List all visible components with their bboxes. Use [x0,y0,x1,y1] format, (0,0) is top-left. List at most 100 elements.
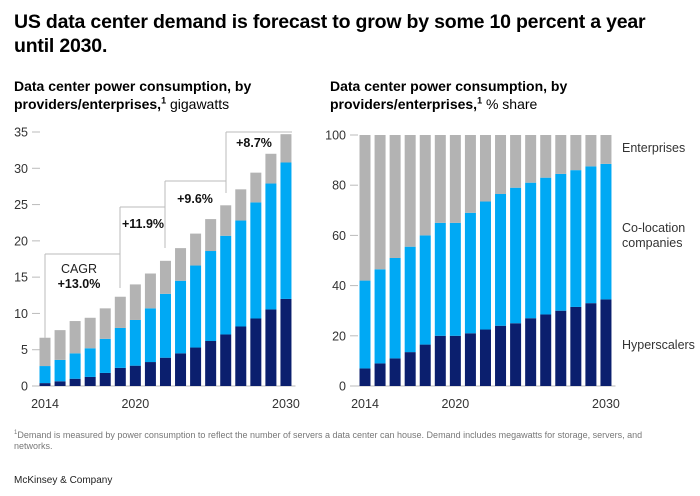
bar-co_location-2019 [434,222,446,336]
bar-hyperscalers-2016 [389,358,401,386]
bar-hyperscalers-2020 [449,335,461,386]
bar-enterprises-2027 [235,189,247,221]
bar-co_location-2027 [235,220,247,327]
bar-hyperscalers-2024 [510,323,522,386]
x-tick-label: 2014 [351,397,379,411]
bar-enterprises-2025 [525,135,537,183]
bar-hyperscalers-2028 [250,318,262,386]
legend-label-co-location-line2: companies [622,236,682,250]
y-tick-label: 5 [21,343,28,357]
bar-hyperscalers-2019 [114,367,126,386]
bar-enterprises-2026 [220,205,232,236]
y-tick-label: 40 [332,279,346,293]
y-tick-label: 100 [325,129,346,143]
bar-enterprises-2028 [570,135,582,171]
brand-logo-text: McKinsey & Company [14,475,113,486]
bar-co_location-2024 [190,265,202,348]
bar-hyperscalers-2024 [190,347,202,386]
bar-hyperscalers-2028 [570,306,582,386]
right-chart-unit: % share [485,96,538,112]
bar-hyperscalers-2022 [479,329,491,386]
bar-enterprises-2018 [419,135,431,236]
x-tick-label: 2030 [592,397,620,411]
bar-enterprises-2019 [114,296,126,328]
bar-co_location-2015 [374,269,386,364]
bar-co_location-2017 [404,246,416,353]
bar-co_location-2014 [359,280,371,369]
bar-enterprises-2022 [159,260,171,294]
bar-co_location-2030 [280,162,292,299]
bar-co_location-2022 [159,293,171,358]
footnote-marker: 1 [161,95,167,106]
cagr-value-2027-2030: +8.7% [236,136,272,150]
bar-co_location-2029 [265,183,277,310]
footnote-marker: 1 [14,430,18,436]
bar-co_location-2023 [175,280,187,354]
bar-co_location-2025 [525,182,537,319]
bar-hyperscalers-2029 [585,303,597,386]
bar-hyperscalers-2029 [265,309,277,386]
bar-enterprises-2014 [359,135,371,281]
bar-hyperscalers-2027 [235,326,247,386]
bar-co_location-2021 [144,308,156,363]
bar-co_location-2019 [114,327,126,368]
bar-enterprises-2026 [540,135,552,178]
bar-enterprises-2020 [129,284,141,320]
bar-hyperscalers-2016 [69,378,81,386]
x-tick-label: 2020 [121,397,149,411]
bar-enterprises-2023 [175,248,187,281]
bar-co_location-2021 [464,212,476,334]
y-tick-label: 20 [14,234,28,248]
y-tick-label: 30 [14,162,28,176]
bar-hyperscalers-2018 [419,344,431,386]
x-tick-label: 2020 [441,397,469,411]
cagr-value-2014-2019: +13.0% [58,277,101,291]
bar-hyperscalers-2025 [525,318,537,386]
bar-hyperscalers-2015 [54,381,66,386]
bar-co_location-2022 [479,201,491,330]
bar-co_location-2018 [419,235,431,345]
bar-co_location-2028 [570,170,582,307]
bar-enterprises-2030 [280,134,292,163]
bar-co_location-2017 [84,348,96,377]
bar-enterprises-2027 [555,135,567,174]
bar-enterprises-2015 [54,330,66,360]
bar-co_location-2014 [39,366,51,384]
bar-hyperscalers-2017 [404,352,416,386]
bar-enterprises-2016 [389,135,401,258]
bar-enterprises-2017 [84,317,96,349]
right-chart-title-text: Data center power consumption, by provid… [330,78,568,112]
bar-enterprises-2021 [464,135,476,213]
bar-co_location-2015 [54,359,66,382]
cagr-value-2023-2026: +9.6% [177,192,213,206]
bar-co_location-2026 [540,177,552,315]
bar-enterprises-2023 [495,135,507,194]
bar-hyperscalers-2021 [144,362,156,386]
y-tick-label: 0 [21,380,28,394]
left-chart-title: Data center power consumption, by provid… [14,77,304,113]
y-tick-label: 35 [14,126,28,140]
legend-label-hyperscalers: Hyperscalers [622,338,695,352]
bar-hyperscalers-2023 [175,353,187,386]
y-tick-label: 20 [332,329,346,343]
footnote: 1Demand is measured by power consumption… [14,430,654,452]
bar-enterprises-2017 [404,135,416,247]
bar-hyperscalers-2021 [464,333,476,386]
bar-enterprises-2014 [39,337,51,367]
left-chart-unit: gigawatts [169,96,230,112]
bar-co_location-2026 [220,235,232,335]
bar-co_location-2023 [495,193,507,326]
bar-enterprises-2030 [600,135,612,164]
bar-co_location-2016 [389,257,401,359]
bar-enterprises-2022 [479,135,491,202]
bar-co_location-2029 [585,166,597,304]
bar-hyperscalers-2015 [374,363,386,386]
y-tick-label: 10 [14,307,28,321]
x-tick-label: 2014 [31,397,59,411]
y-tick-label: 60 [332,229,346,243]
bar-enterprises-2020 [449,135,461,223]
bar-co_location-2027 [555,173,567,311]
bar-enterprises-2029 [585,135,597,167]
bar-hyperscalers-2026 [220,334,232,386]
bar-hyperscalers-2025 [205,341,217,386]
